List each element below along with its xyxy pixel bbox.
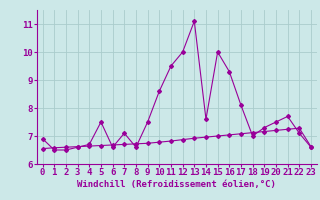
X-axis label: Windchill (Refroidissement éolien,°C): Windchill (Refroidissement éolien,°C) xyxy=(77,180,276,189)
